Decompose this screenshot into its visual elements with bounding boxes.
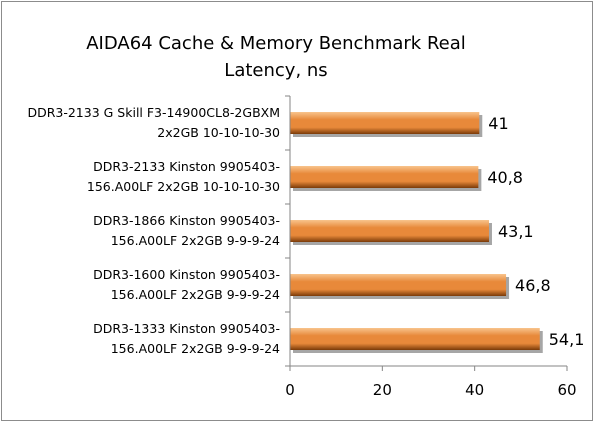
bar <box>290 220 489 242</box>
bars-group <box>290 112 543 353</box>
category-label: DDR3-1600 Kinston 9905403- <box>93 267 280 282</box>
category-label: DDR3-2133 Kinston 9905403- <box>93 159 280 174</box>
bar <box>290 166 479 188</box>
value-label: 41 <box>488 114 508 133</box>
axes-group: 0 20 40 60 <box>285 95 577 399</box>
category-label: DDR3-1866 Kinston 9905403- <box>93 213 280 228</box>
category-label: 156.A00LF 2x2GB 9-9-9-24 <box>111 233 280 248</box>
bar <box>290 328 540 350</box>
x-tick-label: 40 <box>465 381 484 399</box>
chart-title: AIDA64 Cache & Memory Benchmark Real Lat… <box>86 33 466 81</box>
value-label: 43,1 <box>498 222 534 241</box>
category-label: DDR3-2133 G Skill F3-14900CL8-2GBXM <box>27 105 280 120</box>
category-label: 2x2GB 10-10-10-30 <box>157 125 280 140</box>
x-tick-label: 0 <box>285 381 295 399</box>
category-label: 156.A00LF 2x2GB 10-10-10-30 <box>87 179 280 194</box>
value-label: 54,1 <box>549 330 585 349</box>
chart-title-line-1: AIDA64 Cache & Memory Benchmark Real <box>86 33 466 54</box>
value-label: 40,8 <box>487 168 523 187</box>
bar <box>290 112 480 134</box>
x-tick-label: 20 <box>373 381 392 399</box>
value-label: 46,8 <box>515 276 551 295</box>
value-labels: 41 40,8 43,1 46,8 54,1 <box>487 114 584 349</box>
category-label: 156.A00LF 2x2GB 9-9-9-24 <box>111 341 280 356</box>
x-tick-label: 60 <box>557 381 576 399</box>
category-label: DDR3-1333 Kinston 9905403- <box>93 321 280 336</box>
category-labels: DDR3-2133 G Skill F3-14900CL8-2GBXM 2x2GB… <box>27 105 280 356</box>
category-label: 156.A00LF 2x2GB 9-9-9-24 <box>111 287 280 302</box>
bar <box>290 274 507 296</box>
chart-title-line-2: Latency, ns <box>224 60 327 81</box>
